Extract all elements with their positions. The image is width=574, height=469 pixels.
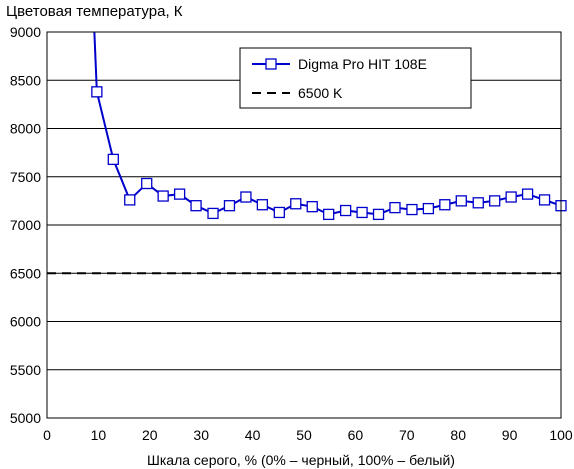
data-point bbox=[356, 206, 368, 219]
data-point bbox=[107, 153, 119, 166]
y-tick-label: 9000 bbox=[10, 24, 41, 40]
data-point bbox=[372, 208, 385, 221]
data-point bbox=[406, 203, 418, 216]
series-layer bbox=[91, 32, 567, 221]
data-point bbox=[489, 195, 501, 207]
y-tick-label: 8000 bbox=[10, 121, 41, 137]
y-axis-label: Цветовая температура, К bbox=[6, 3, 183, 20]
x-tick-label: 30 bbox=[193, 427, 209, 443]
legend: Digma Pro HIT 108E 6500 K bbox=[239, 47, 472, 109]
data-point bbox=[505, 191, 517, 203]
data-point bbox=[240, 191, 252, 203]
data-point bbox=[173, 188, 186, 200]
y-tick-label: 7500 bbox=[10, 169, 41, 185]
x-tick-label: 0 bbox=[43, 427, 51, 443]
data-point bbox=[223, 200, 236, 212]
y-tick-label: 6000 bbox=[10, 314, 41, 330]
data-point bbox=[323, 208, 335, 221]
legend-box bbox=[239, 47, 472, 109]
x-tick-label: 70 bbox=[399, 427, 415, 443]
data-point bbox=[141, 177, 153, 190]
x-tick-label: 60 bbox=[348, 427, 364, 443]
data-point bbox=[472, 197, 484, 209]
y-tick-label: 5500 bbox=[10, 362, 41, 378]
x-tick-label: 100 bbox=[549, 427, 573, 443]
data-point bbox=[389, 201, 401, 214]
data-point bbox=[157, 190, 169, 202]
x-tick-label: 40 bbox=[245, 427, 261, 443]
data-point bbox=[455, 195, 467, 207]
x-tick-labels: 0 10 20 30 40 50 60 70 80 90 100 bbox=[43, 427, 573, 443]
data-point bbox=[91, 86, 103, 98]
x-tick-label: 90 bbox=[502, 427, 518, 443]
y-tick-labels: 5000 5500 6000 6500 7000 7500 8000 8500 9000 bbox=[10, 24, 41, 426]
y-tick-label: 6500 bbox=[10, 265, 41, 281]
y-tick-label: 8500 bbox=[10, 72, 41, 88]
data-point bbox=[422, 202, 435, 215]
x-tick-label: 80 bbox=[450, 427, 466, 443]
data-point bbox=[124, 194, 136, 206]
plot-frame bbox=[46, 31, 562, 419]
legend-series-label: Digma Pro HIT 108E bbox=[298, 56, 427, 72]
data-point bbox=[190, 200, 202, 212]
legend-reference-label: 6500 K bbox=[298, 85, 343, 101]
data-point bbox=[306, 201, 318, 213]
data-point bbox=[207, 207, 219, 220]
x-tick-label: 50 bbox=[296, 427, 312, 443]
data-point bbox=[290, 198, 302, 210]
x-tick-label: 20 bbox=[142, 427, 158, 443]
data-point bbox=[538, 194, 551, 206]
data-point bbox=[339, 204, 352, 217]
data-point bbox=[439, 199, 451, 211]
legend-series-marker bbox=[265, 58, 277, 70]
y-tick-label: 5000 bbox=[10, 410, 41, 426]
data-point bbox=[521, 188, 534, 200]
y-tick-label: 7000 bbox=[10, 217, 41, 233]
x-tick-label: 10 bbox=[91, 427, 107, 443]
x-axis-label: Шкала серого, % (0% – черный, 100% – бел… bbox=[147, 452, 455, 468]
data-point bbox=[256, 199, 269, 211]
data-point bbox=[273, 206, 285, 219]
